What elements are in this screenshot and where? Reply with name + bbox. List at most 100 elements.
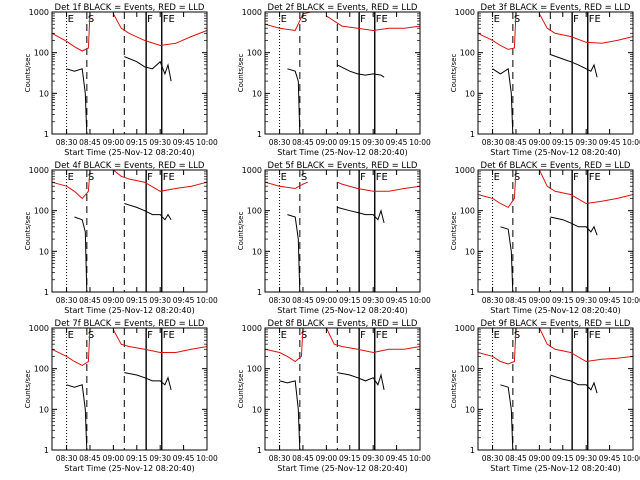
- x-tick-label: 09:00: [103, 138, 125, 147]
- marker-label-f: F: [573, 330, 579, 341]
- x-tick-label: 10:00: [622, 296, 640, 305]
- detector-panel-4: E S F FE 1 10 100 1000 08:30 08:45 09:00 09:15 09:30…: [24, 161, 218, 315]
- marker-label-fe: FE: [376, 172, 388, 183]
- y-tick-label: 10: [39, 247, 49, 256]
- detector-panel-3: E S F FE 1 10 100 1000 08:30 08:45 09:00 09:15 09:30…: [450, 3, 640, 157]
- x-axis-label: Start Time (25-Nov-12 08:20:40): [490, 148, 620, 157]
- plot-frame: [264, 169, 421, 293]
- y-axis-label: Counts/sec: [24, 54, 32, 93]
- detector-panel-2: E S F FE 1 10 100 1000 08:30 08:45 09:00 09:15 09:30…: [237, 3, 431, 157]
- events-series-4: [124, 56, 172, 82]
- marker-label-fe: FE: [163, 172, 175, 183]
- marker-label-f: F: [147, 14, 153, 25]
- y-tick-label: 100: [460, 365, 475, 374]
- detector-panel-1: E S F FE 1 10 100 1000 08:30 08:45 09:00 09:15 09:30…: [24, 3, 218, 157]
- x-tick-label: 09:45: [173, 296, 195, 305]
- y-tick-label: 1: [44, 288, 49, 297]
- plot-frame: [264, 327, 421, 451]
- x-tick-label: 08:45: [292, 296, 314, 305]
- marker-label-fe: FE: [589, 172, 601, 183]
- x-tick-label: 09:45: [173, 454, 195, 463]
- x-tick-label: 08:30: [56, 454, 78, 463]
- y-tick-label: 1: [44, 446, 49, 455]
- marker-label-s: S: [88, 172, 94, 183]
- detector-panel-6: E S F FE 1 10 100 1000 08:30 08:45 09:00 09:15 09:30…: [450, 161, 640, 315]
- y-axis-label: Counts/sec: [237, 370, 245, 409]
- panel-title: Det 7f BLACK = Events, RED = LLD: [55, 319, 205, 329]
- x-tick-label: 08:30: [269, 138, 291, 147]
- lld-series-3: [538, 13, 634, 44]
- x-axis-label: Start Time (25-Nov-12 08:20:40): [277, 148, 407, 157]
- x-tick-label: 09:45: [173, 138, 195, 147]
- marker-label-e: E: [68, 172, 74, 183]
- panel-title: Det 5f BLACK = Events, RED = LLD: [268, 161, 418, 171]
- marker-label-fe: FE: [163, 14, 175, 25]
- panel-title: Det 6f BLACK = Events, RED = LLD: [481, 161, 631, 171]
- y-axis-label: Counts/sec: [450, 212, 458, 251]
- plot-frame: [264, 11, 421, 135]
- x-tick-label: 09:30: [149, 296, 171, 305]
- y-axis-label: Counts/sec: [24, 370, 32, 409]
- plot-frame: [477, 11, 634, 135]
- events-series-1: [500, 384, 514, 451]
- panel-title: Det 3f BLACK = Events, RED = LLD: [481, 3, 631, 13]
- y-tick-label: 1: [470, 288, 475, 297]
- x-tick-label: 09:15: [339, 138, 361, 147]
- events-series-4: [337, 206, 385, 224]
- x-axis-label: Start Time (25-Nov-12 08:20:40): [64, 148, 194, 157]
- x-tick-label: 08:45: [505, 454, 527, 463]
- y-tick-label: 10: [252, 247, 262, 256]
- marker-label-fe: FE: [163, 330, 175, 341]
- x-axis-label: Start Time (25-Nov-12 08:20:40): [64, 306, 194, 315]
- y-tick-label: 100: [34, 365, 49, 374]
- events-series-1: [279, 380, 301, 451]
- events-series-1: [492, 67, 514, 135]
- y-axis-label: Counts/sec: [450, 370, 458, 409]
- events-series-4: [124, 372, 172, 391]
- x-tick-label: 09:15: [126, 296, 148, 305]
- plot-frame: [51, 169, 208, 293]
- x-tick-label: 09:30: [362, 454, 384, 463]
- x-tick-label: 09:15: [126, 138, 148, 147]
- x-tick-label: 08:45: [292, 138, 314, 147]
- y-tick-label: 100: [247, 365, 262, 374]
- lld-series-2: [51, 11, 91, 52]
- x-tick-label: 08:45: [79, 454, 101, 463]
- y-tick-label: 1: [257, 130, 262, 139]
- plot-frame: [477, 169, 634, 293]
- marker-label-e: E: [494, 14, 500, 25]
- x-tick-label: 09:45: [599, 138, 621, 147]
- marker-label-s: S: [301, 14, 307, 25]
- x-tick-label: 10:00: [409, 296, 431, 305]
- x-tick-label: 10:00: [622, 138, 640, 147]
- plot-frame: [51, 327, 208, 451]
- y-tick-label: 1000: [242, 166, 262, 175]
- y-tick-label: 1000: [29, 324, 49, 333]
- x-tick-label: 09:45: [599, 296, 621, 305]
- x-tick-label: 09:00: [529, 138, 551, 147]
- y-axis-label: Counts/sec: [24, 212, 32, 251]
- y-tick-label: 1000: [242, 324, 262, 333]
- x-tick-label: 09:00: [103, 296, 125, 305]
- events-series-1: [66, 384, 88, 451]
- x-tick-label: 09:00: [316, 296, 338, 305]
- y-tick-label: 1000: [455, 324, 475, 333]
- x-tick-label: 09:45: [386, 138, 408, 147]
- events-series-4: [124, 203, 172, 221]
- lld-series-3: [112, 329, 208, 353]
- detector-panel-7: E S F FE 1 10 100 1000 08:30 08:45 09:00 09:15 09:30…: [24, 319, 218, 473]
- lld-series-2: [51, 327, 91, 366]
- marker-label-e: E: [494, 172, 500, 183]
- y-tick-label: 1: [44, 130, 49, 139]
- events-series-1: [74, 216, 88, 293]
- marker-label-f: F: [360, 172, 366, 183]
- marker-label-e: E: [281, 330, 287, 341]
- x-axis-label: Start Time (25-Nov-12 08:20:40): [490, 306, 620, 315]
- marker-label-s: S: [301, 172, 307, 183]
- marker-label-s: S: [514, 330, 520, 341]
- y-tick-label: 1000: [242, 8, 262, 17]
- events-series-1: [66, 68, 88, 135]
- x-tick-label: 10:00: [196, 296, 218, 305]
- events-series-4: [550, 216, 598, 236]
- panel-title: Det 8f BLACK = Events, RED = LLD: [268, 319, 418, 329]
